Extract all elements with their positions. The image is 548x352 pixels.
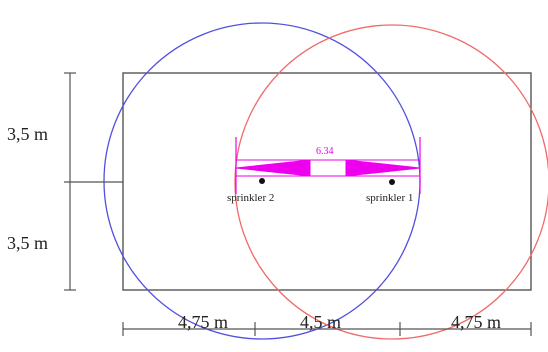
sprinkler-1-dot: [389, 179, 395, 185]
upper-height-label: 3,5 m: [7, 124, 48, 144]
distance-arrow-left: [235, 159, 311, 177]
sprinkler-1-label: sprinkler 1: [366, 192, 413, 204]
sprinkler-2-dot: [259, 178, 265, 184]
left-width-label: 4,75 m: [178, 312, 228, 332]
sprinkler-1: sprinkler 1: [366, 179, 413, 204]
sprinkler-distance-marker: 6.34: [235, 137, 421, 194]
horizontal-dimension: 4,75 m 4,5 m 4,75 m: [122, 312, 532, 336]
sprinkler-2-label: sprinkler 2: [227, 192, 274, 204]
sprinkler-distance-label: 6.34: [316, 146, 334, 157]
middle-width-label: 4,5 m: [300, 312, 341, 332]
sprinkler-1-coverage-circle: [234, 24, 548, 340]
distance-arrow-right: [345, 159, 421, 177]
room-outline: [122, 72, 532, 291]
vertical-dimension: 3,5 m 3,5 m: [7, 72, 123, 291]
right-width-label: 4,75 m: [451, 312, 501, 332]
sprinkler-2: sprinkler 2: [227, 178, 274, 204]
lower-height-label: 3,5 m: [7, 233, 48, 253]
